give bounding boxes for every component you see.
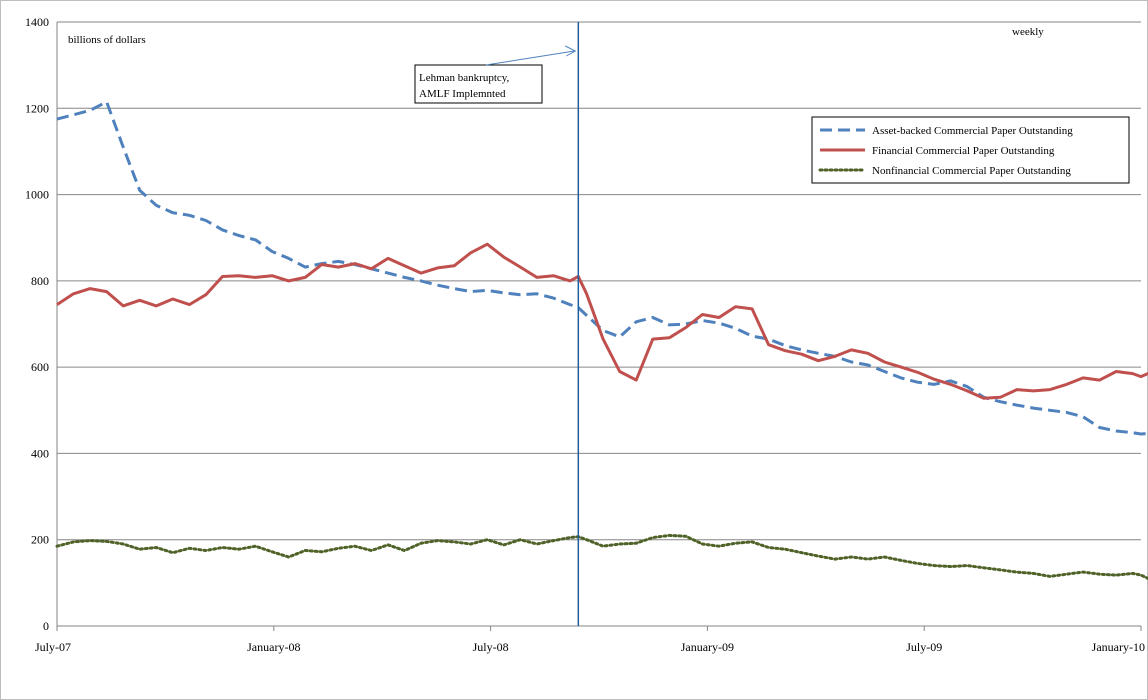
x-tick-label: January-10 [1092, 640, 1145, 654]
legend-items: Asset-backed Commercial Paper Outstandin… [818, 125, 1073, 177]
y-tick-labels: 0 200 400 600 800 1000 1200 1400 [25, 15, 49, 633]
legend: Asset-backed Commercial Paper Outstandin… [811, 116, 1130, 184]
x-tick-label: January-09 [681, 640, 734, 654]
annotation-line-2: AMLF Implemnted [419, 88, 506, 100]
arrow-head [565, 45, 577, 57]
series-line-2 [55, 533, 1148, 581]
y-axis-label: billions of dollars [68, 34, 146, 46]
x-tick-label: July-09 [906, 640, 942, 654]
legend-label-1: Financial Commercial Paper Outstanding [872, 145, 1055, 157]
y-tick-label: 0 [43, 619, 49, 633]
legend-label-0: Asset-backed Commercial Paper Outstandin… [872, 125, 1073, 137]
x-tick-label: January-08 [247, 640, 300, 654]
y-tick-label: 200 [31, 533, 49, 547]
series-lines [55, 100, 1148, 581]
legend-label-2: Nonfinancial Commercial Paper Outstandin… [872, 165, 1071, 177]
annotation-box: Lehman bankruptcy, AMLF Implemnted [414, 64, 543, 104]
gridlines [57, 21, 1141, 541]
frequency-label: weekly [1012, 26, 1044, 38]
y-tick-label: 1000 [25, 188, 49, 202]
arrow-shaft [485, 50, 575, 66]
y-tick-label: 600 [31, 360, 49, 374]
y-tick-label: 1200 [25, 101, 49, 115]
annotation-rect [414, 64, 543, 104]
axes [56, 22, 1142, 631]
series-line-1 [56, 242, 1148, 400]
x-tick-labels: July-07 January-08 July-08 January-09 July-0… [35, 640, 1145, 654]
y-tick-label: 800 [31, 274, 49, 288]
y-tick-label: 400 [31, 446, 49, 460]
x-tick-label: July-08 [473, 640, 509, 654]
y-tick-label: 1400 [25, 15, 49, 29]
annotation-arrow [485, 45, 577, 66]
annotation-line-1: Lehman bankruptcy, [419, 72, 510, 84]
series-line-0 [56, 100, 1148, 436]
x-tick-label: July-07 [35, 640, 71, 654]
